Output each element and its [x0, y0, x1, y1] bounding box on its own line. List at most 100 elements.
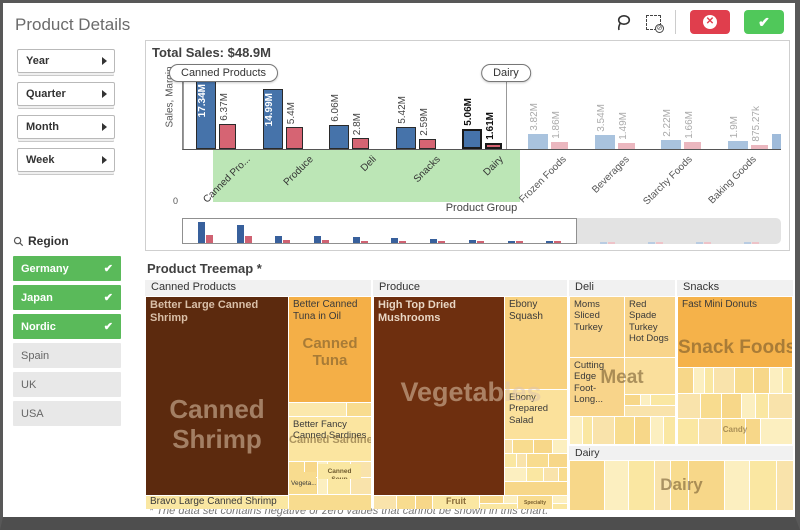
treemap-cell[interactable] [735, 368, 753, 393]
treemap-cell[interactable] [678, 419, 698, 444]
filter-button-quarter[interactable]: Quarter [17, 82, 115, 106]
cancel-selection-button[interactable]: ✕ [690, 10, 730, 34]
treemap-cell-better-fancy-canned-sardines[interactable]: Better Fancy Canned Sardines Canned Sard… [289, 417, 371, 461]
treemap-cell[interactable] [480, 496, 503, 503]
filter-button-month[interactable]: Month [17, 115, 115, 139]
sales-bar[interactable] [594, 135, 615, 149]
bar-group-snacks[interactable]: 5.42M 2.59M [382, 78, 448, 149]
margin-bar[interactable] [285, 127, 303, 149]
sales-bar[interactable] [395, 127, 416, 149]
treemap-cell-vegeta[interactable]: Vegeta.... [289, 472, 316, 494]
bar-group-deli[interactable]: 6.06M 2.8M [316, 78, 382, 149]
treemap-cell-canned-soup[interactable]: Canned Soup [318, 464, 361, 479]
treemap-cell[interactable] [347, 403, 371, 416]
treemap-cell[interactable] [700, 393, 721, 418]
treemap-cell[interactable] [693, 368, 704, 393]
bar-group-beverages[interactable]: 3.54M 1.49M [582, 78, 648, 149]
bar-group-dairy[interactable]: 5.06M 1.61M [449, 78, 515, 149]
treemap-cell-better-canned-tuna[interactable]: Better Canned Tuna in Oil Canned Tuna [289, 297, 371, 402]
treemap-cell[interactable] [505, 468, 527, 481]
bar-group-canned-pro---[interactable]: 17.34M 6.37M [183, 78, 249, 149]
filter-button-year[interactable]: Year [17, 49, 115, 73]
sales-bar[interactable] [329, 125, 350, 149]
bar-group-produce[interactable]: 14.99M 5.4M [249, 78, 315, 149]
treemap-cell[interactable] [721, 419, 746, 444]
treemap-cell[interactable] [513, 440, 534, 453]
treemap-cell[interactable] [629, 461, 655, 510]
treemap-cell[interactable] [351, 478, 371, 494]
treemap-cell-fast-mini-donuts[interactable]: Fast Mini Donuts Snack Foods [678, 297, 792, 367]
treemap-cell-better-large-canned-shrimp[interactable]: Better Large Canned Shrimp Canned Shrimp [146, 297, 288, 495]
treemap-cell-fruit[interactable]: Fruit [433, 496, 479, 509]
filter-button-week[interactable]: Week [17, 148, 115, 172]
treemap-cell[interactable] [625, 358, 675, 394]
minimap-window[interactable] [182, 218, 578, 244]
treemap-cell[interactable] [604, 461, 628, 510]
treemap-cell[interactable] [480, 504, 517, 509]
region-item-uk[interactable]: UK [13, 372, 121, 397]
treemap-cell[interactable] [698, 419, 721, 444]
treemap-cell[interactable] [678, 368, 693, 393]
treemap-cell-cutting-edge-foot-long[interactable]: Cutting Edge Foot-Long... [570, 358, 624, 416]
treemap-cell[interactable] [328, 478, 351, 494]
selection-green-zone[interactable] [213, 150, 521, 202]
sales-bar[interactable] [461, 129, 482, 149]
treemap-cell[interactable] [704, 368, 714, 393]
treemap-cell[interactable] [746, 419, 760, 444]
region-item-usa[interactable]: USA [13, 401, 121, 426]
margin-bar[interactable] [684, 142, 702, 149]
treemap-cell-moms-sliced-turkey[interactable]: Moms Sliced Turkey [570, 297, 624, 357]
treemap-cell[interactable] [756, 393, 769, 418]
treemap-cell[interactable] [635, 417, 650, 444]
margin-bar[interactable] [484, 143, 502, 149]
treemap-cell-ebony-prepared-salad[interactable]: Ebony Prepared Salad [505, 390, 567, 439]
treemap-cell[interactable] [769, 393, 792, 418]
treemap-cell[interactable] [527, 468, 543, 481]
partial-next-bar[interactable] [772, 134, 781, 149]
treemap-cell[interactable] [570, 461, 604, 510]
treemap-cell[interactable] [678, 393, 700, 418]
region-item-japan[interactable]: Japan ✔ [13, 285, 121, 310]
treemap-cell[interactable] [615, 417, 635, 444]
treemap-cell[interactable] [582, 417, 593, 444]
treemap-cell[interactable] [782, 368, 792, 393]
treemap-cell-ebony-squash[interactable]: Ebony Squash [505, 297, 567, 389]
sales-bar[interactable] [661, 140, 682, 149]
treemap-cell[interactable] [558, 468, 567, 481]
treemap-cell[interactable] [749, 461, 777, 510]
treemap-cell[interactable] [503, 496, 517, 503]
margin-bar[interactable] [219, 124, 237, 149]
bar-group-frozen-foods[interactable]: 3.82M 1.86M [515, 78, 581, 149]
treemap-cell[interactable] [543, 468, 558, 481]
treemap-cell[interactable] [570, 417, 582, 444]
treemap-cell[interactable] [553, 504, 567, 509]
treemap-cell[interactable] [671, 461, 688, 510]
treemap-cell[interactable] [760, 419, 792, 444]
treemap-cell[interactable] [396, 496, 416, 509]
treemap-cell[interactable] [640, 395, 651, 405]
selection-handle-left[interactable]: Canned Products [169, 64, 278, 82]
treemap-cell-specialty[interactable]: Specialty [518, 496, 552, 509]
selection-handle-right[interactable]: Dairy [481, 64, 531, 82]
treemap-cell[interactable] [688, 461, 724, 510]
treemap-cell[interactable] [374, 496, 396, 509]
treemap-cell[interactable] [552, 440, 567, 453]
minimap-outside[interactable] [577, 218, 781, 244]
margin-bar[interactable] [418, 139, 436, 149]
treemap-cell[interactable] [505, 440, 513, 453]
clear-selection-icon[interactable]: ⊘ [646, 14, 664, 33]
treemap-cell[interactable] [289, 494, 371, 510]
treemap-cell[interactable] [517, 454, 526, 467]
treemap-cell[interactable] [655, 461, 671, 510]
treemap-cell[interactable] [650, 417, 664, 444]
sales-bar[interactable] [727, 141, 748, 149]
treemap-cell[interactable] [664, 417, 675, 444]
treemap-cell-red-spade-turkey-hot-dogs[interactable]: Red Spade Turkey Hot Dogs [625, 297, 675, 357]
region-item-nordic[interactable]: Nordic ✔ [13, 314, 121, 339]
margin-bar[interactable] [617, 143, 635, 149]
region-item-spain[interactable]: Spain [13, 343, 121, 368]
bar-group-starchy-foods[interactable]: 2.22M 1.66M [648, 78, 714, 149]
margin-bar[interactable] [352, 138, 370, 149]
treemap-cell[interactable] [318, 478, 327, 494]
treemap-cell[interactable] [721, 393, 741, 418]
